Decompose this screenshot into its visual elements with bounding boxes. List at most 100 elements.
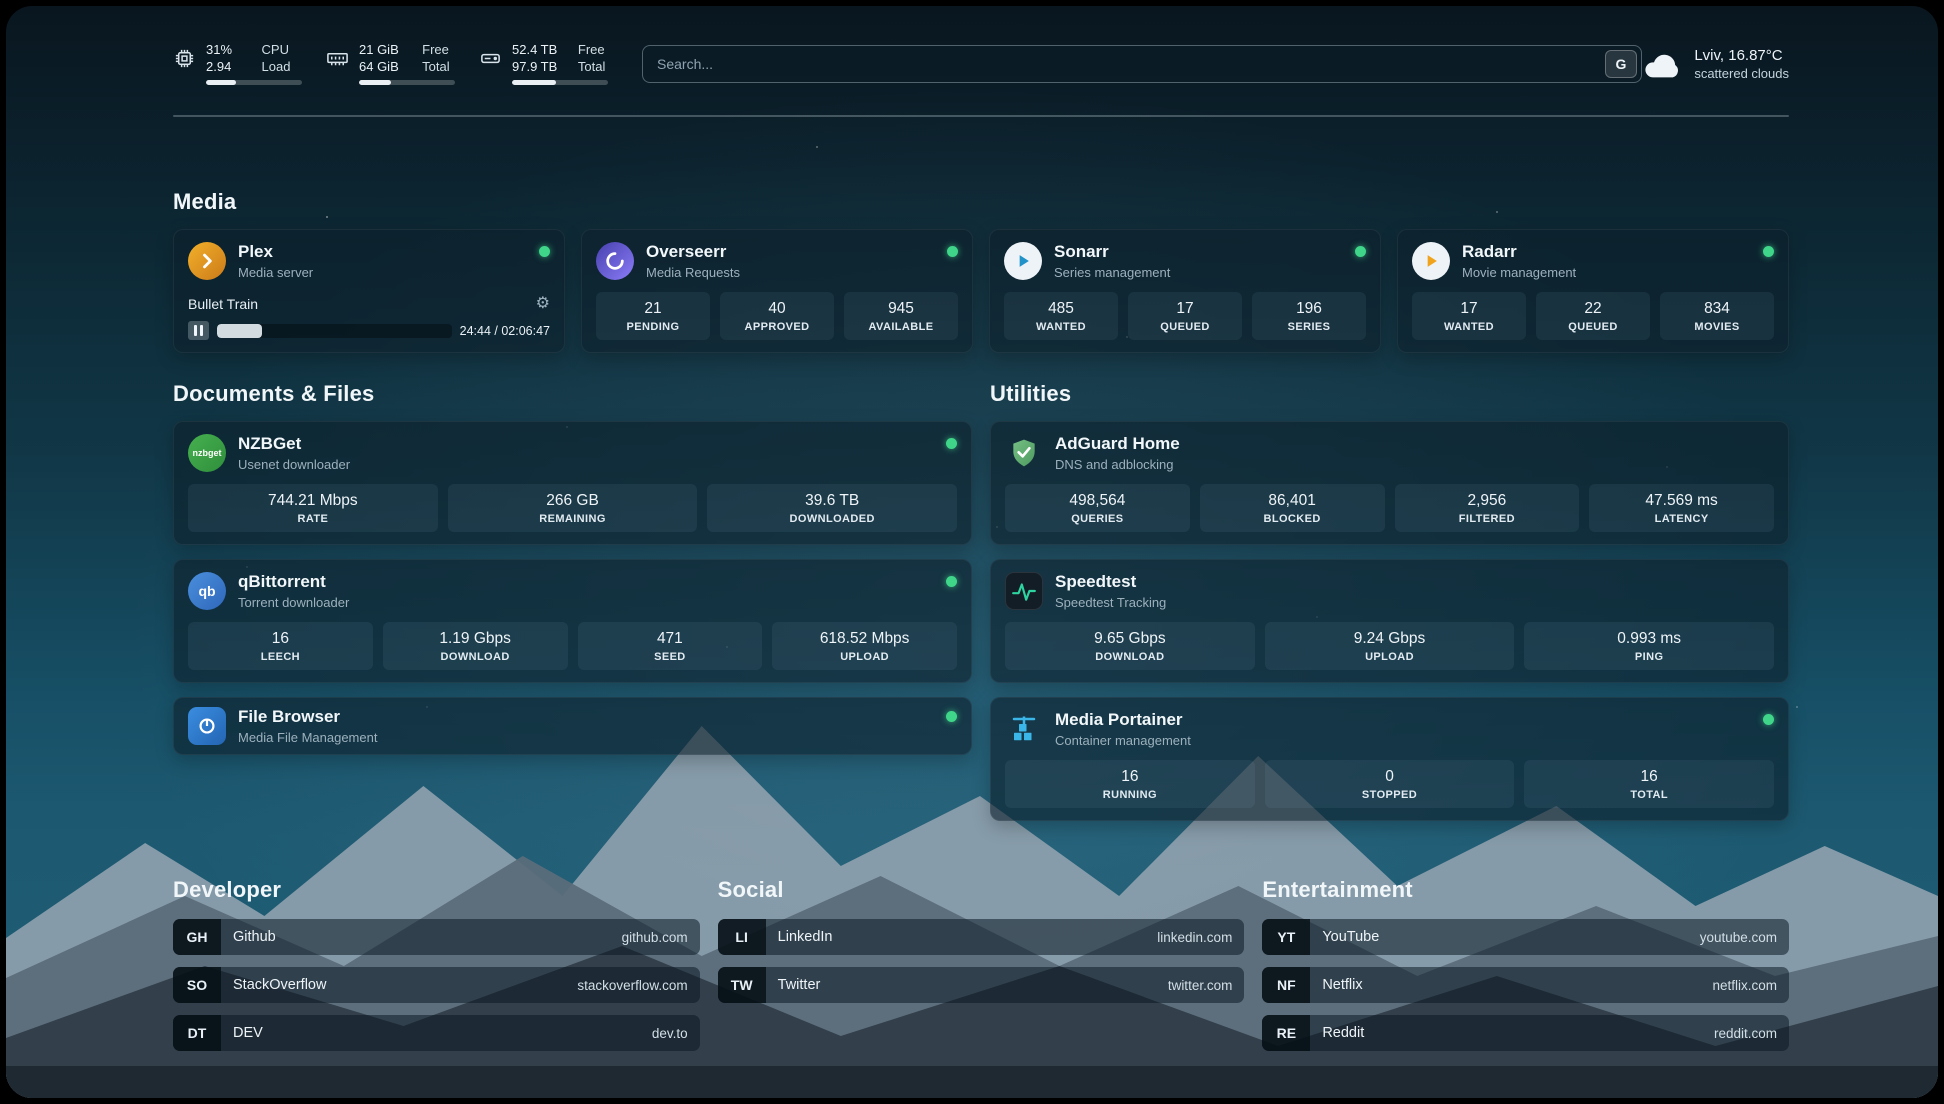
stat-movies: 834MOVIES (1660, 292, 1774, 340)
gear-icon[interactable]: ⚙ (536, 296, 550, 312)
online-status-dot (1355, 246, 1366, 257)
filebrowser-icon (188, 707, 226, 745)
sonarr-icon (1004, 242, 1042, 280)
app-subtitle: Movie management (1462, 265, 1576, 280)
disk-monitor: 52.4 TB Free 97.9 TB Total (479, 42, 608, 85)
stat-series: 196SERIES (1252, 292, 1366, 340)
column-social: Social LI LinkedIn linkedin.com TW Twitt… (718, 877, 1245, 1063)
ram-monitor: 21 GiB Free 64 GiB Total (326, 42, 455, 85)
cpu-monitor: 31% CPU 2.94 Load (173, 42, 302, 85)
bookmark-stackoverflow[interactable]: SO StackOverflow stackoverflow.com (173, 967, 700, 1003)
stat-download: 1.19 GbpsDOWNLOAD (383, 622, 568, 670)
plex-icon (188, 242, 226, 280)
disk-free-value: 52.4 TB (512, 42, 560, 57)
bookmark-github[interactable]: GH Github github.com (173, 919, 700, 955)
card-portainer[interactable]: Media Portainer Container management 16R… (990, 697, 1789, 821)
section-title-documents: Documents & Files (173, 381, 972, 407)
dashboard: 31% CPU 2.94 Load (6, 6, 1938, 1098)
bookmark-twitter[interactable]: TW Twitter twitter.com (718, 967, 1245, 1003)
stat-downloaded: 39.6 TBDOWNLOADED (707, 484, 957, 532)
bookmark-abbr: RE (1262, 1015, 1310, 1051)
disk-total-value: 97.9 TB (512, 59, 560, 74)
app-name: Media Portainer (1055, 710, 1191, 730)
top-bar: 31% CPU 2.94 Load (173, 42, 1789, 85)
bookmark-abbr: DT (173, 1015, 221, 1051)
bookmark-abbr: YT (1262, 919, 1310, 955)
bookmark-url: netflix.com (1712, 978, 1777, 993)
app-subtitle: Media Requests (646, 265, 740, 280)
stat-running: 16RUNNING (1005, 760, 1255, 808)
bookmark-name: StackOverflow (233, 977, 326, 993)
online-status-dot (946, 576, 957, 587)
card-filebrowser[interactable]: File Browser Media File Management (173, 697, 972, 755)
ram-total-value: 64 GiB (359, 59, 404, 74)
pause-button[interactable] (188, 321, 209, 340)
ram-free-value: 21 GiB (359, 42, 404, 57)
card-plex[interactable]: Plex Media server Bullet Train ⚙ (173, 229, 565, 353)
online-status-dot (539, 246, 550, 257)
online-status-dot (946, 711, 957, 722)
bookmark-linkedin[interactable]: LI LinkedIn linkedin.com (718, 919, 1245, 955)
weather-location: Lviv, 16.87°C (1694, 47, 1789, 64)
system-monitors: 31% CPU 2.94 Load (173, 42, 608, 85)
card-speedtest[interactable]: Speedtest Speedtest Tracking 9.65 GbpsDO… (990, 559, 1789, 683)
column-developer: Developer GH Github github.com SO StackO… (173, 877, 700, 1063)
stat-filtered: 2,956FILTERED (1395, 484, 1580, 532)
cpu-progress-bar (206, 80, 302, 85)
card-sonarr[interactable]: Sonarr Series management 485WANTED 17QUE… (989, 229, 1381, 353)
stat-upload: 618.52 MbpsUPLOAD (772, 622, 957, 670)
card-radarr[interactable]: Radarr Movie management 17WANTED 22QUEUE… (1397, 229, 1789, 353)
section-title-social: Social (718, 877, 1245, 903)
app-subtitle: Media server (238, 265, 313, 280)
playback-time: 24:44 / 02:06:47 (460, 324, 550, 338)
stat-queries: 498,564QUERIES (1005, 484, 1190, 532)
section-title-entertainment: Entertainment (1262, 877, 1789, 903)
bookmark-name: Reddit (1322, 1025, 1364, 1041)
bookmark-name: Netflix (1322, 977, 1362, 993)
stat-seed: 471SEED (578, 622, 763, 670)
ram-free-label: Free (422, 42, 455, 57)
adguard-icon (1005, 434, 1043, 472)
stat-download: 9.65 GbpsDOWNLOAD (1005, 622, 1255, 670)
stat-approved: 40APPROVED (720, 292, 834, 340)
app-name: File Browser (238, 707, 377, 727)
app-subtitle: Media File Management (238, 730, 377, 745)
bookmark-url: youtube.com (1700, 930, 1777, 945)
bookmark-netflix[interactable]: NF Netflix netflix.com (1262, 967, 1789, 1003)
portainer-icon (1005, 710, 1043, 748)
card-overseerr[interactable]: Overseerr Media Requests 21PENDING 40APP… (581, 229, 973, 353)
ram-progress-bar (359, 80, 455, 85)
section-title-media: Media (173, 189, 1789, 215)
app-subtitle: DNS and adblocking (1055, 457, 1180, 472)
stat-stopped: 0STOPPED (1265, 760, 1515, 808)
cpu-usage-label: CPU (262, 42, 302, 57)
search-input[interactable] (642, 45, 1642, 83)
online-status-dot (1763, 714, 1774, 725)
search-engine-button[interactable]: G (1605, 50, 1637, 78)
app-name: Radarr (1462, 242, 1576, 262)
weather-condition: scattered clouds (1694, 66, 1789, 81)
bookmark-dev[interactable]: DT DEV dev.to (173, 1015, 700, 1051)
bookmark-youtube[interactable]: YT YouTube youtube.com (1262, 919, 1789, 955)
weather-widget: Lviv, 16.87°C scattered clouds (1642, 47, 1789, 81)
section-title-utilities: Utilities (990, 381, 1789, 407)
stat-blocked: 86,401BLOCKED (1200, 484, 1385, 532)
qbittorrent-icon: qb (188, 572, 226, 610)
memory-icon (326, 47, 349, 70)
online-status-dot (1763, 246, 1774, 257)
card-nzbget[interactable]: nzbget NZBGet Usenet downloader 744.21 M… (173, 421, 972, 545)
card-adguard[interactable]: AdGuard Home DNS and adblocking 498,564Q… (990, 421, 1789, 545)
stat-wanted: 17WANTED (1412, 292, 1526, 340)
card-qbittorrent[interactable]: qb qBittorrent Torrent downloader 16LEEC… (173, 559, 972, 683)
speedtest-icon (1005, 572, 1043, 610)
snow-specks (6, 6, 8, 8)
playback-progress-bar[interactable] (217, 324, 452, 338)
app-name: Overseerr (646, 242, 740, 262)
now-playing-title: Bullet Train (188, 296, 258, 312)
stat-leech: 16LEECH (188, 622, 373, 670)
bookmark-reddit[interactable]: RE Reddit reddit.com (1262, 1015, 1789, 1051)
now-playing: Bullet Train ⚙ 24:44 / 02:06:47 (188, 296, 550, 340)
app-name: Speedtest (1055, 572, 1166, 592)
nzbget-icon: nzbget (188, 434, 226, 472)
app-subtitle: Usenet downloader (238, 457, 350, 472)
